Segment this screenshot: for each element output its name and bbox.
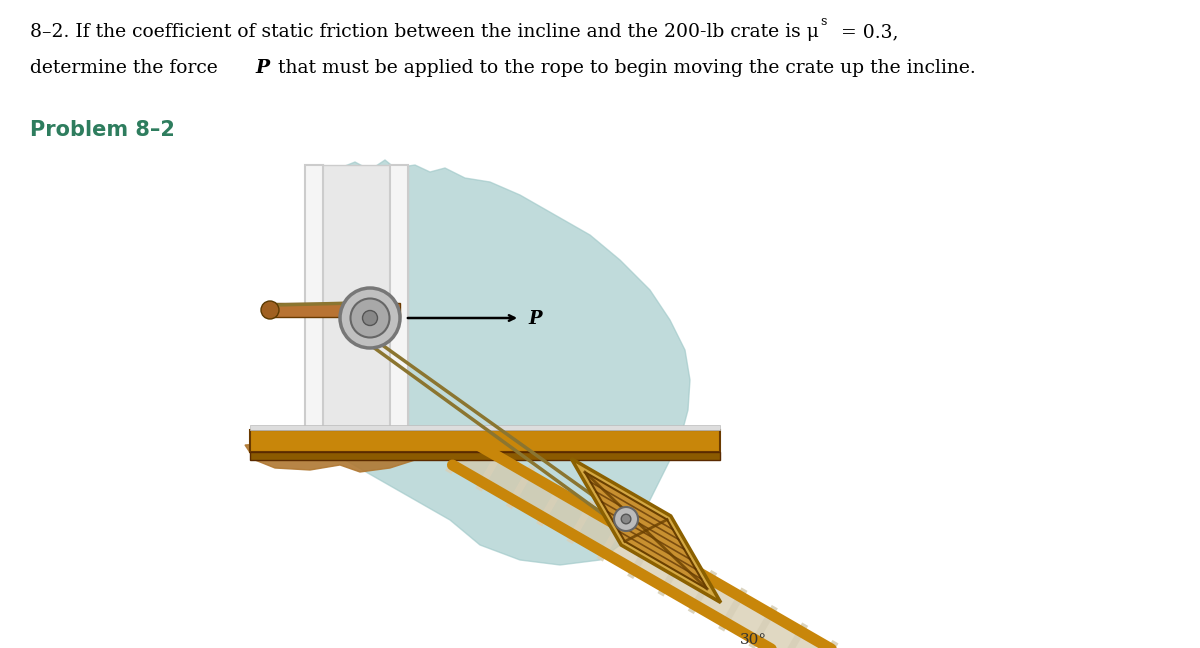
Text: s: s xyxy=(820,15,827,28)
Text: determine the force: determine the force xyxy=(30,59,223,77)
Bar xyxy=(305,165,408,430)
Text: P: P xyxy=(256,59,269,77)
Text: Problem 8–2: Problem 8–2 xyxy=(30,120,175,140)
Bar xyxy=(250,430,720,452)
Polygon shape xyxy=(305,160,690,565)
Bar xyxy=(250,425,720,430)
Bar xyxy=(265,303,400,317)
Circle shape xyxy=(340,288,400,348)
Bar xyxy=(390,165,408,430)
Bar xyxy=(250,452,720,460)
Circle shape xyxy=(350,299,390,338)
Text: P: P xyxy=(528,310,541,328)
Text: that must be applied to the rope to begin moving the crate up the incline.: that must be applied to the rope to begi… xyxy=(272,59,976,77)
Polygon shape xyxy=(245,442,425,472)
Text: = 0.3,: = 0.3, xyxy=(835,23,899,41)
Circle shape xyxy=(262,301,278,319)
Polygon shape xyxy=(452,439,832,648)
Polygon shape xyxy=(584,472,707,589)
Bar xyxy=(305,165,323,430)
Circle shape xyxy=(622,515,631,524)
Circle shape xyxy=(614,507,638,531)
Circle shape xyxy=(362,310,378,325)
Text: 8–2. If the coefficient of static friction between the incline and the 200-lb cr: 8–2. If the coefficient of static fricti… xyxy=(30,23,818,41)
Text: 30°: 30° xyxy=(740,633,767,647)
Polygon shape xyxy=(571,458,721,603)
